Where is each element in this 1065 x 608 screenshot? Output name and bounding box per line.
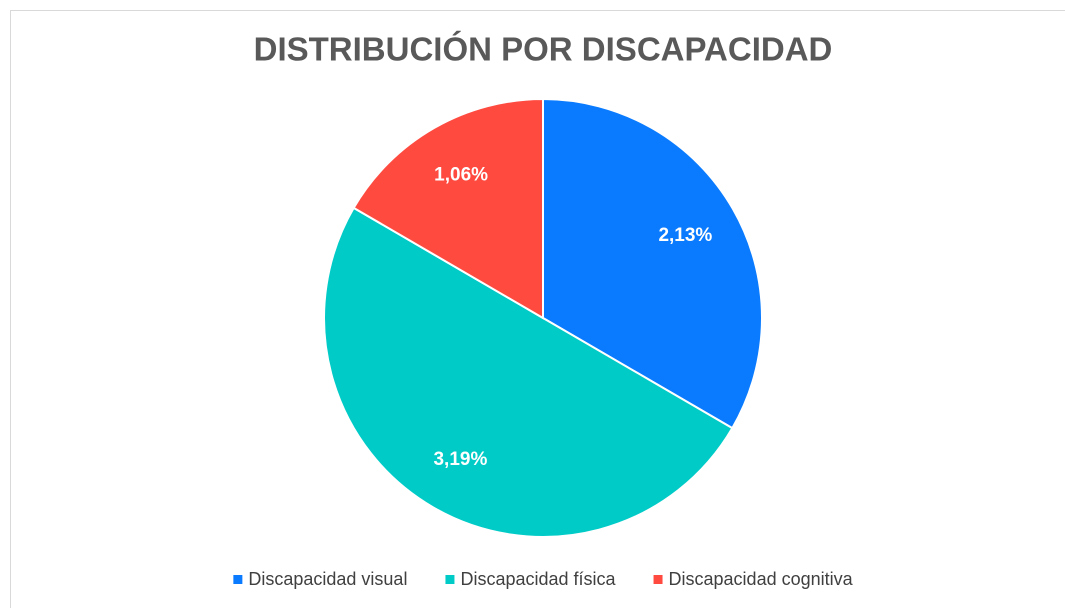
legend-swatch: [653, 575, 663, 584]
pie-slice: [323, 206, 734, 538]
legend-label: Discapacidad visual: [248, 569, 407, 589]
legend-swatch: [445, 575, 455, 584]
legend-swatch: [233, 575, 243, 584]
data-label: 3,19%: [433, 449, 487, 470]
pie-slice: [352, 97, 544, 320]
data-label: 2,13%: [658, 225, 712, 246]
legend-label: Discapacidad cognitiva: [669, 569, 854, 589]
chart-title: DISTRIBUCIÓN POR DISCAPACIDAD: [254, 31, 833, 68]
data-label: 1,06%: [434, 165, 488, 186]
legend-label: Discapacidad física: [460, 569, 616, 589]
pie-slice: [542, 97, 763, 430]
